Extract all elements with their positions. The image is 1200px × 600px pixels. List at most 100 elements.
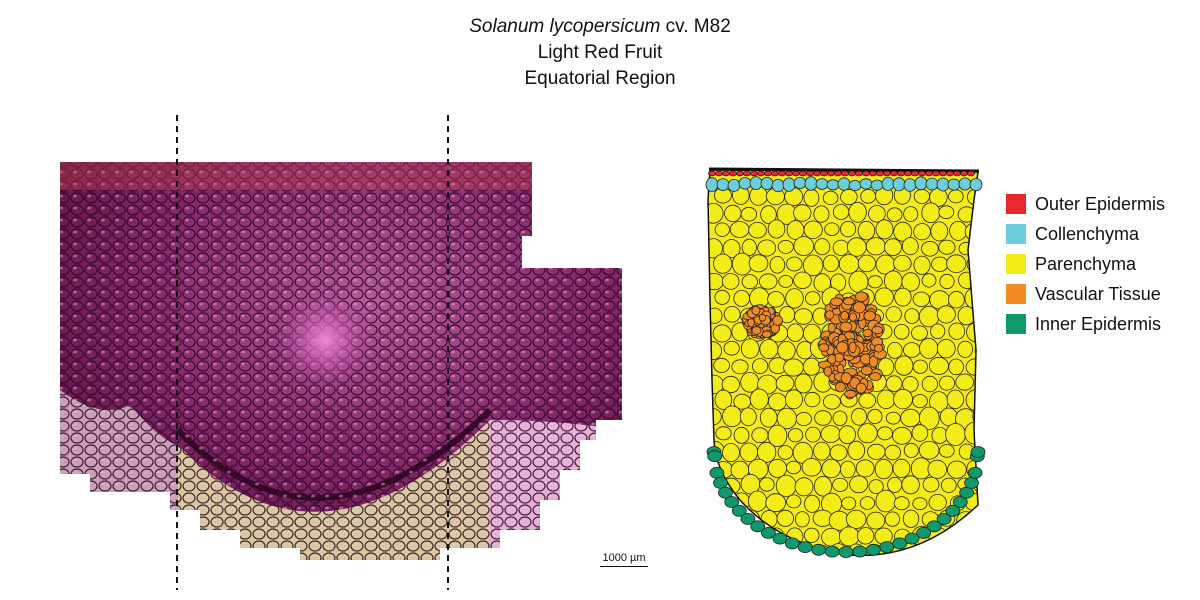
inner-epidermis-cell: [740, 513, 756, 525]
inner-epidermis-cell: [916, 527, 931, 539]
legend-swatch: [1006, 224, 1026, 244]
parenchyma-cell: [715, 426, 732, 441]
legend-swatch: [1006, 284, 1026, 304]
parenchyma-cell: [785, 288, 804, 309]
parenchyma-cell: [722, 405, 743, 428]
cell-map-body: [708, 170, 978, 556]
scale-bar-line: [600, 566, 648, 567]
parenchyma-cell: [913, 255, 931, 275]
parenchyma-cell: [840, 220, 857, 238]
parenchyma-cell: [911, 424, 929, 442]
parenchyma-cell: [733, 289, 750, 307]
collenchyma-cell: [804, 176, 818, 191]
vascular-cell: [849, 312, 858, 322]
parenchyma-cell: [829, 444, 848, 461]
outer-epidermis-cell: [869, 170, 878, 177]
parenchyma-cell: [892, 458, 911, 478]
outer-epidermis-cell: [953, 170, 962, 177]
parenchyma-cell: [886, 341, 903, 359]
parenchyma-cell: [824, 222, 840, 236]
inner-epidermis-cell: [945, 504, 961, 517]
outer-epidermis-cell: [750, 170, 759, 177]
parenchyma-cell: [794, 373, 813, 394]
outer-epidermis-cell: [918, 170, 927, 177]
parenchyma-cell: [802, 357, 821, 376]
vascular-cell: [874, 344, 884, 353]
inner-epidermis-cell: [731, 504, 747, 517]
parenchyma-cell: [765, 493, 786, 513]
parenchyma-cell: [936, 338, 956, 359]
collenchyma-cell: [925, 177, 939, 191]
parenchyma-cell: [893, 221, 913, 242]
parenchyma-cell: [793, 271, 812, 290]
collenchyma-cell: [749, 176, 763, 191]
parenchyma-cell: [885, 306, 902, 323]
collenchyma-cell: [870, 179, 884, 191]
outer-epidermis-cell: [834, 170, 843, 177]
parenchyma-cell: [803, 527, 820, 543]
parenchyma-cell: [875, 489, 897, 513]
parenchyma-cell: [748, 490, 768, 512]
collenchyma-cell: [848, 179, 862, 191]
species-name: Solanum lycopersicum: [469, 16, 661, 37]
figure-title: Solanum lycopersicum cv. M82 Light Red F…: [0, 14, 1200, 92]
parenchyma-cell: [867, 275, 883, 289]
parenchyma-cell: [946, 254, 967, 274]
parenchyma-cell: [714, 222, 730, 237]
parenchyma-cell: [892, 426, 912, 445]
parenchyma-cell: [958, 271, 977, 289]
parenchyma-cell: [822, 190, 839, 205]
vascular-cell: [823, 366, 833, 377]
parenchyma-cell: [759, 477, 775, 492]
parenchyma-cell: [832, 477, 849, 492]
inner-epidermis-cell: [707, 450, 723, 463]
vascular-cell: [848, 341, 857, 354]
parenchyma-cell: [930, 221, 949, 242]
parenchyma-cell: [713, 527, 732, 548]
title-line-species: Solanum lycopersicum cv. M82: [0, 14, 1200, 40]
parenchyma-cell: [768, 392, 787, 411]
parenchyma-cell: [931, 256, 949, 273]
parenchyma-cell: [948, 189, 964, 204]
parenchyma-cell: [887, 476, 903, 493]
parenchyma-cell: [893, 388, 913, 410]
outer-epidermis-cell: [960, 170, 969, 177]
parenchyma-cell: [855, 459, 875, 478]
parenchyma-cell: [741, 274, 758, 290]
parenchyma-cell: [708, 508, 722, 528]
parenchyma-cell: [794, 308, 813, 325]
parenchyma-cell: [894, 287, 912, 307]
outer-epidermis-cell: [897, 170, 906, 177]
inner-epidermis-cell: [970, 446, 986, 458]
parenchyma-cell: [838, 254, 860, 274]
parenchyma-cell: [893, 496, 910, 511]
outer-epidermis-cell: [848, 170, 857, 177]
parenchyma-cell: [903, 442, 919, 458]
parenchyma-cell: [731, 359, 749, 375]
parenchyma-cell: [741, 545, 761, 556]
parenchyma-cell: [756, 441, 777, 463]
parenchyma-cell: [945, 422, 966, 446]
parenchyma-cell: [965, 389, 978, 411]
inner-epidermis-cell: [709, 466, 725, 479]
parenchyma-cell: [877, 426, 893, 441]
parenchyma-cell: [856, 527, 875, 545]
parenchyma-cell: [777, 239, 794, 254]
parenchyma-cell: [911, 325, 928, 341]
outer-epidermis-cell: [827, 170, 836, 177]
outer-epidermis-cell: [813, 170, 822, 177]
parenchyma-cell: [820, 425, 841, 444]
inner-epidermis-cell: [852, 545, 868, 558]
parenchyma-cell: [832, 239, 850, 256]
legend-label: Inner Epidermis: [1035, 313, 1162, 334]
parenchyma-cell: [927, 459, 948, 479]
parenchyma-cell: [904, 308, 920, 325]
parenchyma-cell: [975, 546, 978, 556]
parenchyma-cell: [767, 219, 786, 239]
collenchyma-cell: [705, 177, 719, 192]
collenchyma-cell: [892, 177, 906, 192]
parenchyma-cell: [804, 494, 821, 513]
parenchyma-cell: [920, 542, 940, 556]
parenchyma-cell: [857, 254, 877, 273]
collenchyma-cell: [782, 177, 796, 192]
